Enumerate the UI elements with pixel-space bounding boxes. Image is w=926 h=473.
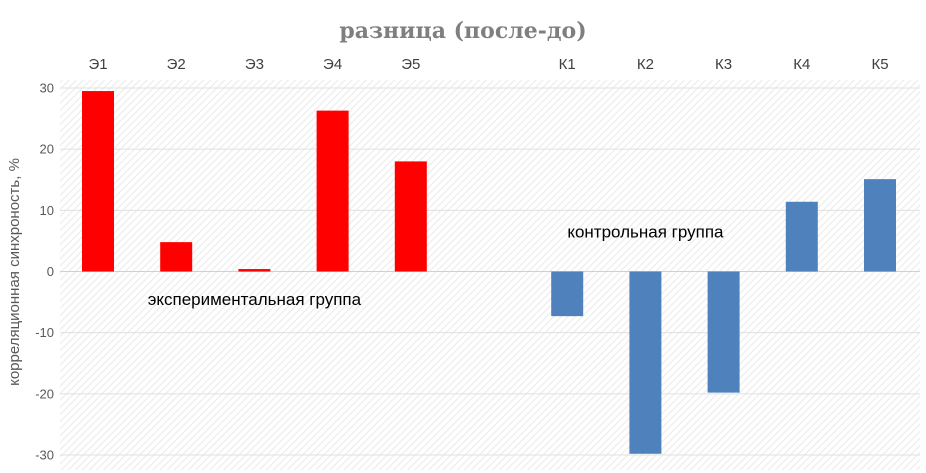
category-label: Э5 [401, 56, 420, 73]
category-labels: Э1 Э2 Э3 Э4 Э5 К1 К2 К3 К4 К5 [88, 56, 888, 73]
bar-Э4 [316, 110, 349, 272]
bar-Э5 [394, 161, 427, 272]
annotations: экспериментальная группа контрольная груп… [148, 223, 724, 309]
group-annotation: контрольная группа [567, 223, 724, 242]
bars [82, 91, 896, 454]
y-tick-label: 20 [40, 142, 54, 157]
y-tick-labels: 30 20 10 0 -10 -20 -30 [35, 81, 54, 463]
category-label: К5 [871, 56, 888, 73]
group-annotation: экспериментальная группа [148, 290, 362, 309]
bar-Э1 [82, 91, 114, 272]
category-label: Э1 [88, 56, 107, 73]
y-tick-label: 10 [40, 203, 54, 218]
gridlines [60, 87, 920, 456]
bar-К4 [785, 201, 818, 272]
y-tick-label: -10 [35, 325, 54, 340]
category-label: К2 [637, 56, 654, 73]
bar-Э2 [160, 242, 193, 272]
chart-title: разница (после-до) [339, 18, 586, 44]
category-label: Э4 [323, 56, 342, 73]
category-label: Э3 [245, 56, 264, 73]
bar-К5 [864, 179, 896, 272]
plot-area [60, 80, 920, 470]
bar-Э3 [238, 269, 271, 272]
category-label: К1 [559, 56, 576, 73]
y-tick-label: 30 [40, 81, 54, 96]
bar-К3 [707, 271, 740, 393]
category-label: Э2 [167, 56, 186, 73]
category-label: К4 [793, 56, 810, 73]
bar-К1 [551, 271, 584, 317]
category-label: К3 [715, 56, 732, 73]
y-tick-label: -20 [35, 386, 54, 401]
y-tick-label: 0 [47, 264, 54, 279]
bar-К2 [629, 271, 662, 454]
y-tick-label: -30 [35, 448, 54, 463]
y-axis-label: корреляционная синхроность, % [6, 158, 23, 386]
